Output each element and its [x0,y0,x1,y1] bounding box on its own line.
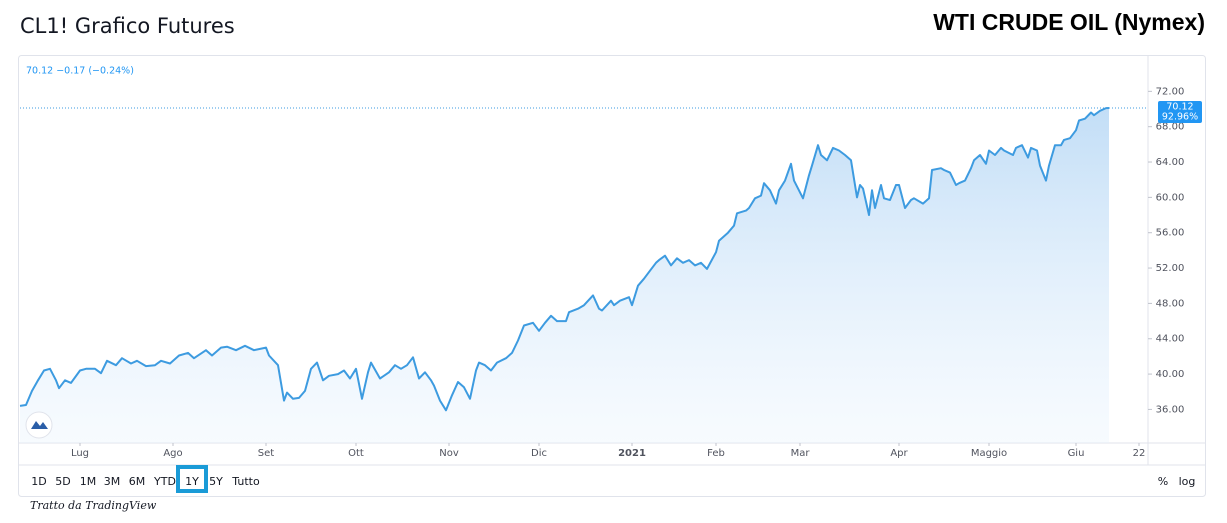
x-tick-label: Ott [348,448,364,459]
y-tick-label: 36.00 [1156,404,1185,415]
x-tick-label: 22 [1133,448,1146,459]
last-price-badge [1158,100,1202,123]
range-button[interactable]: 6M [129,475,146,488]
range-button[interactable]: 1M [80,475,97,488]
x-tick-label: Feb [707,448,725,459]
y-tick-label: 56.00 [1156,228,1185,239]
page-title: CL1! Grafico Futures [20,14,235,38]
instrument-title: WTI CRUDE OIL (Nymex) [933,9,1205,35]
last-price-label: 70.12 [1166,101,1193,112]
chart-frame [18,55,1206,497]
area-fill [20,108,1109,443]
x-tick-label: Set [258,448,275,459]
price-line [19,107,1110,412]
x-tick-label: Ago [163,448,182,459]
x-tick-label: Maggio [971,448,1007,459]
x-tick-label: 2021 [618,448,646,459]
tradingview-logo[interactable] [25,411,53,439]
range-button[interactable]: Tutto [231,475,260,488]
x-tick-label: Mar [791,448,811,459]
x-tick-label: Nov [439,448,459,459]
toolbar: 1D 5D 1M 3M 6M YTD 1Y 5Y Tutto% log [31,465,1196,493]
y-tick-label: 72.00 [1156,86,1185,97]
x-tick-label: Apr [890,448,908,459]
y-tick-label: 48.00 [1156,298,1185,309]
selected-range-box [176,465,208,493]
x-tick-label: Dic [531,448,547,459]
x-tick-label: Giu [1068,448,1085,459]
range-button[interactable]: 5D [55,475,70,488]
y-tick-label: 44.00 [1156,334,1185,345]
range-button[interactable]: 1Y [185,475,199,488]
y-tick-label: 68.00 [1156,122,1185,133]
y-tick-label: 64.00 [1156,157,1185,168]
x-tick-label: Lug [71,448,89,459]
range-button[interactable]: 3M [104,475,121,488]
range-button[interactable]: 1D [31,475,46,488]
credit: Tratto da TradingView [30,499,157,512]
y-tick-label: 60.00 [1156,192,1185,203]
range-button[interactable]: 5Y [209,475,223,488]
plot: 36.00 40.00 44.00 48.00 52.00 56.00 60.00 64.00… [19,86,1202,459]
quote-legend: 70.12 −0.17 (−0.24%) [26,66,134,77]
y-tick-label: 52.00 [1156,263,1185,274]
scale-button[interactable]: % [1158,475,1168,488]
range-button[interactable]: YTD [153,475,176,488]
last-change-label: 92.96% [1162,111,1198,122]
scale-button[interactable]: log [1179,475,1196,488]
y-tick-label: 40.00 [1156,369,1185,380]
